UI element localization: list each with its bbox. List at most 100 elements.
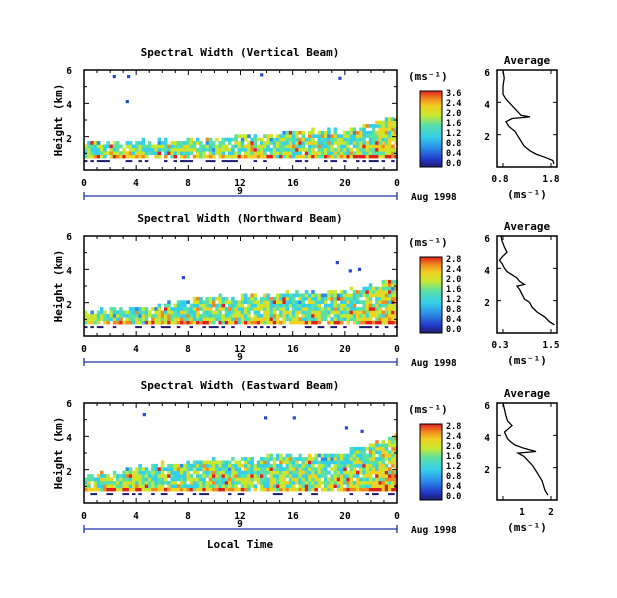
heatmap-cell (237, 493, 242, 496)
colorbar-unit: (ms⁻¹) (408, 403, 448, 416)
panel-eastward-beam: Spectral Width (Eastward Beam) Height (k… (52, 379, 558, 551)
heatmap-cell (381, 457, 386, 461)
heatmap-cell (394, 310, 398, 315)
heatmap-cell (144, 317, 149, 321)
heatmap-cell (196, 470, 200, 475)
heatmap-cell (314, 467, 318, 471)
heatmap-cell (288, 460, 293, 465)
heatmap-cell (391, 137, 395, 142)
heatmap-cell (176, 463, 181, 468)
heatmap-cell (106, 493, 110, 496)
heatmap-cell (212, 460, 216, 465)
heatmap-cell (320, 470, 325, 475)
heatmap-cell (285, 144, 290, 149)
heatmap-cell (141, 484, 146, 488)
heatmap-cell (375, 130, 379, 135)
heatmap-cell (228, 474, 232, 478)
heatmap-cell (132, 307, 136, 311)
heatmap-cell (356, 450, 360, 454)
heatmap-cell (173, 151, 178, 155)
average-profile-eastward: Average 6 4 2 1 2 (ms⁻¹) (484, 387, 558, 534)
heatmap-cell (292, 141, 296, 145)
heatmap-cell (109, 313, 114, 318)
heatmap-cell (349, 307, 354, 311)
heatmap-cell (378, 307, 382, 311)
heatmap-cell (125, 493, 130, 496)
heatmap-cell (260, 307, 264, 311)
heatmap-cell (365, 300, 370, 304)
heatmap-cell (317, 313, 322, 318)
heatmap-cell (378, 470, 382, 475)
heatmap-cell (375, 446, 379, 451)
avg-x-tick: 1.8 (542, 174, 559, 185)
colorbar-tick: 2.4 (446, 265, 461, 275)
heatmap-cell (244, 144, 248, 149)
heatmap-cell (90, 160, 94, 163)
heatmap-cell (247, 310, 251, 315)
heatmap-cell (356, 134, 360, 138)
heatmap-cell (164, 147, 168, 152)
x-tick-labels: 0 4 8 12 16 20 0 (81, 511, 400, 522)
heatmap-cell (221, 137, 226, 142)
heatmap-cell (272, 303, 277, 308)
heatmap-cell (250, 470, 254, 475)
average-line (502, 69, 555, 165)
heatmap-cell (103, 160, 107, 163)
heatmap-cell (224, 317, 229, 321)
heatmap-cell (301, 147, 306, 152)
heatmap-cell (100, 477, 104, 482)
heatmap-cell (330, 147, 334, 152)
heatmap-cell (148, 320, 152, 325)
heatmap-cell (138, 313, 142, 318)
heatmap-cell (356, 320, 360, 325)
heatmap-cell (212, 317, 216, 321)
date-bar: 9 Aug 1998 (83, 352, 457, 369)
heatmap-cell (234, 144, 238, 149)
axis-ticks (83, 235, 398, 337)
heatmap-cell (381, 320, 386, 325)
heatmap-cell (282, 474, 286, 478)
heatmap-cell (308, 460, 312, 465)
heatmap-cell (253, 144, 258, 149)
heatmap-cell (231, 313, 235, 318)
heatmap-cell (122, 313, 126, 318)
heatmap-cell (157, 147, 162, 152)
avg-x-tick: 1.5 (542, 340, 559, 351)
heatmap-cell (292, 320, 296, 325)
heatmap-cell (272, 151, 277, 155)
heatmap-cell (314, 303, 318, 308)
colorbar-tick: 1.6 (446, 119, 461, 129)
heatmap-cell (208, 313, 213, 318)
y-tick-label: 4 (66, 266, 72, 277)
heatmap-cell (279, 310, 283, 315)
colorbar-tick: 0.4 (446, 315, 461, 325)
heatmap-cell (167, 474, 171, 478)
heatmap-cell (173, 484, 178, 488)
heatmap-cell (212, 303, 216, 308)
heatmap-cell (199, 474, 203, 478)
heatmap-cell (314, 141, 318, 145)
heatmap-cell (180, 320, 184, 325)
heatmap-cell (394, 134, 398, 138)
heatmap-cell (109, 493, 114, 496)
heatmap-cell (231, 310, 235, 315)
heatmap-cell (244, 463, 248, 468)
heatmap-cell (96, 484, 101, 488)
heatmap-cell (189, 467, 194, 471)
heatmap-cell (378, 484, 382, 488)
isolated-echo (181, 276, 185, 280)
heatmap-cell (84, 480, 88, 485)
heatmap-cell (103, 477, 107, 482)
heatmap-cell (228, 493, 232, 496)
heatmap-cell (196, 460, 200, 465)
heatmap-cell (186, 307, 190, 311)
heatmap-cell (384, 144, 389, 149)
heatmap-cell (228, 320, 232, 325)
heatmap-cell (176, 300, 181, 304)
heatmap-cell (231, 307, 235, 311)
heatmap-cell (186, 470, 190, 475)
heatmap-cell (256, 310, 261, 315)
heatmap-cell (157, 137, 162, 142)
heatmap-cell (372, 307, 376, 311)
heatmap-cell (346, 293, 350, 298)
